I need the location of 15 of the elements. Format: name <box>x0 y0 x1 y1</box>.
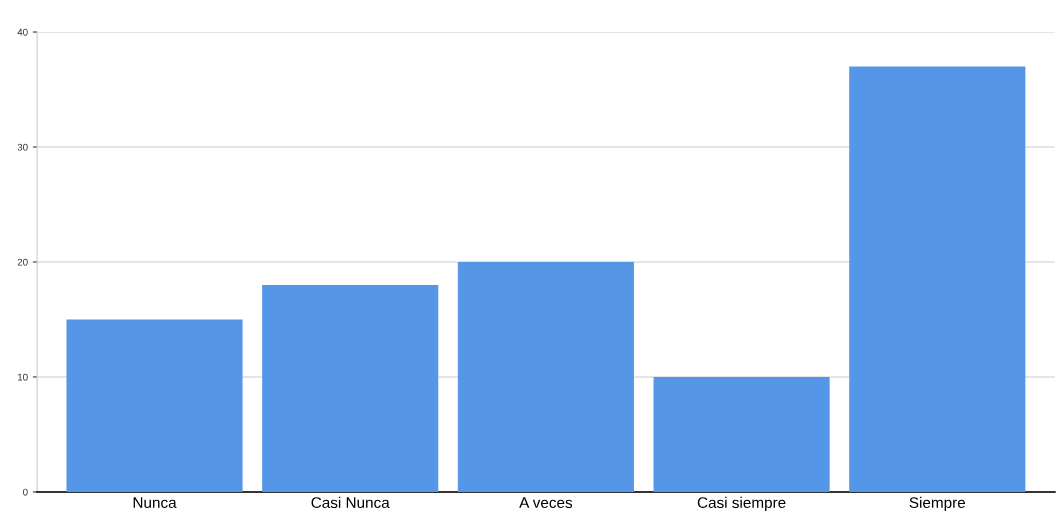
x-tick-label: Nunca <box>133 497 177 509</box>
x-tick-label: A veces <box>519 497 573 509</box>
bar <box>457 261 634 492</box>
bar <box>262 284 439 492</box>
x-tick-label: Casi siempre <box>697 496 786 512</box>
y-tick-label: 0 <box>23 488 28 496</box>
bar <box>849 66 1026 492</box>
y-tick-label: 10 <box>18 373 28 381</box>
bar <box>653 376 830 492</box>
y-tick-label: 40 <box>17 28 28 36</box>
x-tick-label: Casi Nunca <box>311 496 390 509</box>
x-tick-label: Siempre <box>909 496 966 512</box>
y-tick-label: 30 <box>17 143 28 151</box>
bar <box>66 319 243 492</box>
y-tick-label: 20 <box>17 258 28 266</box>
